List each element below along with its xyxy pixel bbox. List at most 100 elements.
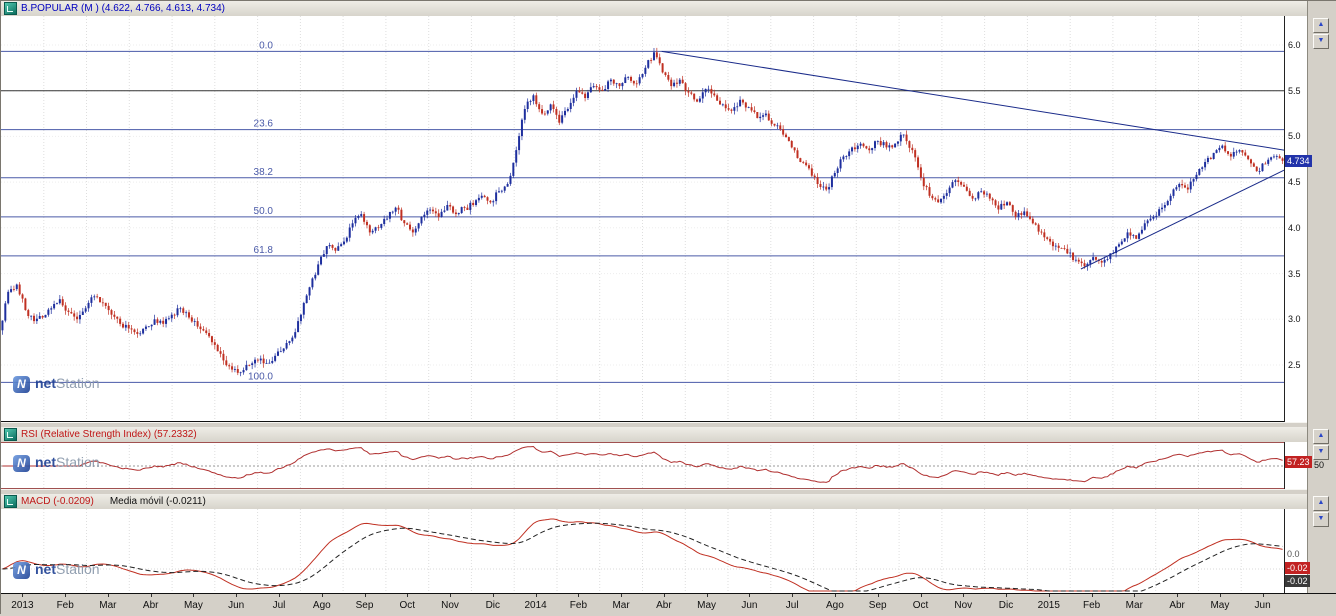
time-axis-tick — [1177, 594, 1179, 597]
month-label: 2015 — [1037, 600, 1060, 611]
month-label: Nov — [441, 600, 459, 611]
month-label: Oct — [399, 600, 416, 611]
month-label: Oct — [912, 600, 929, 611]
macd-signal-line — [2, 522, 1283, 592]
rsi-mid-label: 50 — [1314, 460, 1325, 470]
time-axis-tick — [236, 594, 238, 597]
time-axis-tick — [1219, 594, 1221, 597]
time-axis-tick — [578, 594, 580, 597]
macd-panel-scroll-buttons: ▲ ▼ — [1313, 496, 1329, 527]
price-panel-scroll-buttons: ▲ ▼ — [1313, 18, 1329, 49]
macd-panel-header[interactable]: MACD (-0.0209) Media móvil (-0.0211) — [1, 494, 1310, 510]
price-axis: 6.0 5.5 5.0 4.5 4.0 3.5 3.0 2.5 — [1284, 16, 1308, 422]
chart-panel-icon — [4, 428, 17, 441]
month-label: Abr — [1169, 600, 1185, 611]
month-label: Feb — [1082, 600, 1101, 611]
time-axis-tick — [321, 594, 323, 597]
main-chart-svg[interactable]: 0.0 23.6 38.2 50.0 61.8 100.0 — [1, 16, 1284, 422]
month-label: Sep — [355, 600, 374, 611]
time-axis-tick — [107, 594, 109, 597]
time-axis-tick — [279, 594, 280, 597]
fib-level-label: 0.0 — [259, 40, 273, 51]
current-price-tag: 4.734 — [1285, 155, 1312, 167]
month-label: Jun — [228, 600, 245, 611]
month-label: Jun — [1254, 600, 1271, 611]
time-axis-tick — [877, 594, 879, 597]
month-label: Feb — [569, 600, 588, 611]
macd-signal-title: Media móvil (-0.0211) — [109, 496, 206, 507]
price-tick-label: 5.5 — [1288, 85, 1301, 96]
month-label: Ago — [825, 600, 844, 611]
price-tick-label: 4.0 — [1288, 222, 1301, 233]
fib-level-label: 50.0 — [254, 206, 274, 217]
time-axis-tick — [621, 594, 623, 597]
rsi-chart[interactable] — [1, 442, 1284, 489]
macd-zero-label: 0.0 — [1287, 549, 1300, 559]
time-axis-tick — [792, 594, 794, 597]
month-label: Jun — [741, 600, 758, 611]
month-label: 2013 — [11, 600, 34, 611]
chart-panel-icon — [4, 2, 17, 15]
macd-value-tag: -0.02 — [1285, 562, 1310, 574]
price-tick-label: 2.5 — [1288, 359, 1301, 370]
time-axis-tick — [706, 594, 708, 597]
time-axis-tick — [535, 594, 537, 597]
time-axis-tick — [749, 594, 751, 597]
month-label: Mar — [612, 600, 630, 611]
time-axis-tick — [663, 594, 665, 597]
time-axis-tick — [150, 594, 152, 597]
signal-value-tag: -0.02 — [1285, 575, 1310, 587]
price-tick-label: 3.0 — [1288, 314, 1301, 325]
scroll-down-button[interactable]: ▼ — [1313, 34, 1329, 49]
rsi-chart-svg[interactable] — [1, 442, 1284, 489]
scroll-down-button[interactable]: ▼ — [1313, 512, 1329, 527]
scroll-up-button[interactable]: ▲ — [1313, 496, 1329, 511]
time-axis-tick — [22, 594, 24, 597]
scroll-down-button[interactable]: ▼ — [1313, 445, 1329, 460]
time-axis-tick — [1262, 594, 1264, 597]
price-panel-header[interactable]: B.POPULAR (M ) (4.622, 4.766, 4.613, 4.7… — [1, 1, 1310, 17]
macd-chart[interactable] — [1, 509, 1284, 593]
price-tick-label: 4.5 — [1288, 177, 1301, 188]
price-tick-label: 3.5 — [1288, 268, 1301, 279]
time-axis-tick — [407, 594, 409, 597]
month-label: Dic — [485, 600, 501, 611]
trendline[interactable] — [661, 50, 1284, 151]
trendline[interactable] — [1080, 169, 1284, 270]
chart-panel-icon — [4, 495, 17, 508]
rsi-panel-scroll-buttons: ▲ ▼ — [1313, 429, 1329, 460]
month-label: Feb — [56, 600, 74, 611]
time-axis-tick — [834, 594, 836, 597]
month-label: Sep — [868, 600, 887, 611]
main-candlestick-chart[interactable]: 0.0 23.6 38.2 50.0 61.8 100.0 — [1, 16, 1284, 422]
rsi-panel-header[interactable]: RSI (Relative Strength Index) (57.2332) — [1, 427, 1310, 443]
fib-level-label: 38.2 — [254, 167, 274, 178]
time-axis[interactable]: 2013 Feb Mar Abr May Jun Jul Ago Sep Oct Nov Dic 201… — [1, 593, 1336, 616]
fib-level-label: 61.8 — [254, 245, 274, 256]
month-label: May — [183, 600, 203, 611]
time-axis-tick — [1091, 594, 1093, 597]
rsi-value-tag: 57.23 — [1285, 456, 1312, 468]
macd-chart-svg[interactable] — [1, 509, 1284, 593]
month-label: 2014 — [524, 600, 547, 611]
month-label: May — [1210, 600, 1230, 611]
month-label: Jul — [785, 600, 799, 611]
month-label: Jul — [272, 600, 286, 611]
scroll-up-button[interactable]: ▲ — [1313, 429, 1329, 444]
macd-panel-title: MACD (-0.0209) — [21, 496, 94, 507]
month-label: Ago — [312, 600, 331, 611]
time-axis-tick — [963, 594, 965, 597]
rsi-line — [2, 445, 1283, 483]
price-tick-label: 6.0 — [1288, 39, 1301, 50]
time-axis-tick — [1134, 594, 1136, 597]
month-label: Abr — [656, 600, 672, 611]
month-label: Abr — [142, 600, 159, 611]
time-axis-tick — [920, 594, 922, 597]
scroll-up-button[interactable]: ▲ — [1313, 18, 1329, 33]
price-tick-label: 5.0 — [1288, 131, 1301, 142]
time-axis-tick — [65, 594, 67, 597]
price-panel-title: B.POPULAR (M ) (4.622, 4.766, 4.613, 4.7… — [21, 3, 225, 14]
time-axis-tick — [1048, 594, 1050, 597]
month-label: May — [697, 600, 717, 611]
